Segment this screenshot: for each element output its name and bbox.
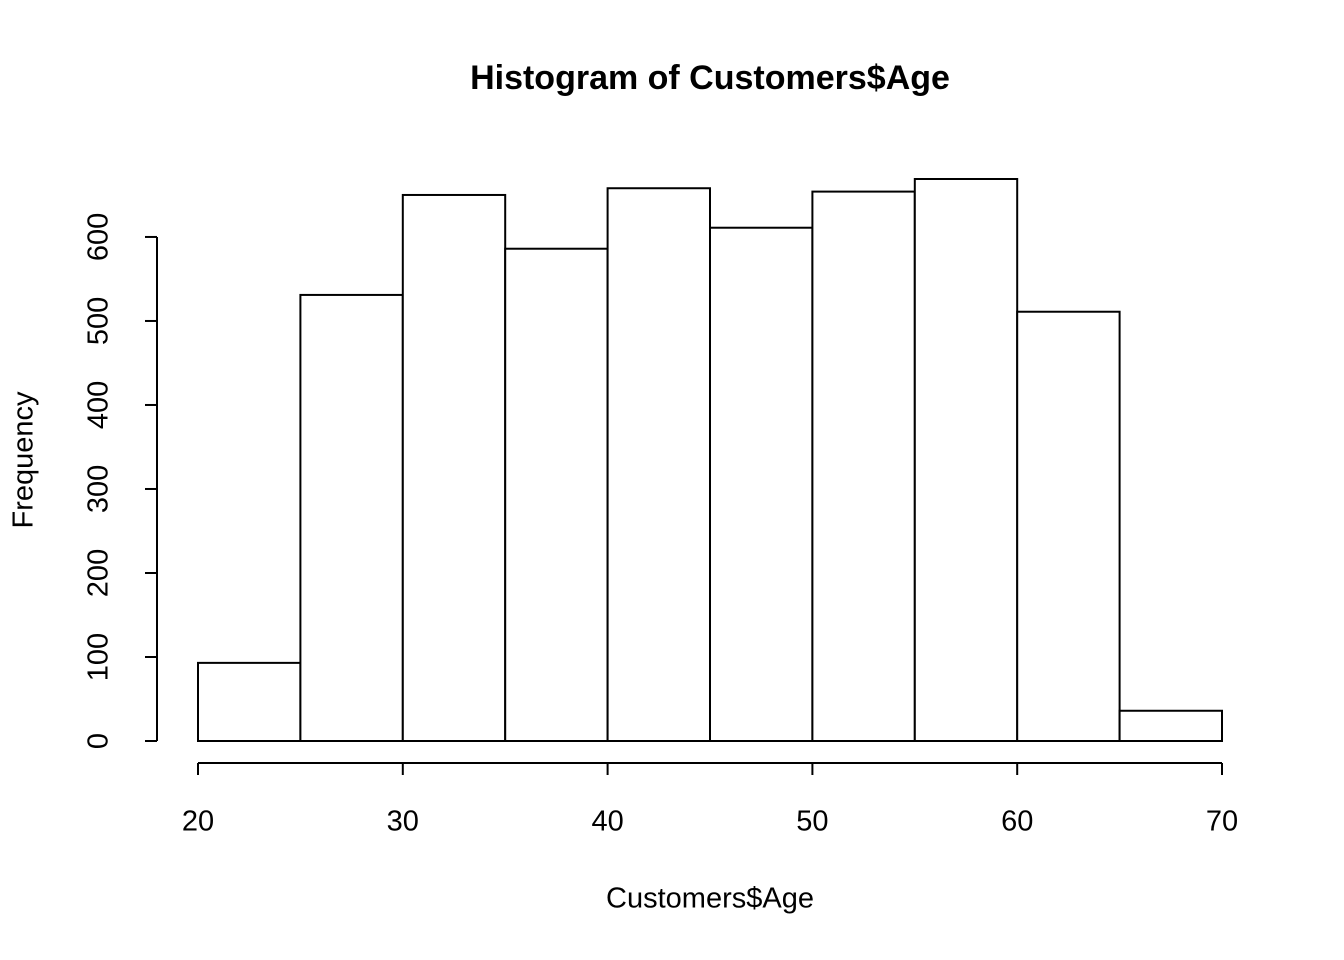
y-tick-label: 600	[83, 213, 115, 261]
bar	[811, 190, 916, 742]
x-tick-label: 40	[591, 806, 623, 838]
bar	[504, 247, 609, 742]
x-tick-label: 20	[182, 806, 214, 838]
x-tick-label: 30	[387, 806, 419, 838]
bar	[606, 187, 711, 742]
y-tick-label: 100	[83, 633, 115, 681]
y-tick-label: 200	[83, 549, 115, 597]
y-tick-label: 400	[83, 381, 115, 429]
bar	[299, 293, 404, 742]
y-tick-label: 0	[83, 733, 115, 749]
x-tick-label: 70	[1206, 806, 1238, 838]
y-axis-label: Frequency	[8, 391, 40, 529]
x-axis-label: Customers$Age	[606, 883, 814, 915]
bar	[1016, 310, 1121, 742]
x-tick-label: 50	[796, 806, 828, 838]
chart-title: Histogram of Customers$Age	[470, 59, 950, 97]
y-tick-label: 300	[83, 465, 115, 513]
x-tick-label: 60	[1001, 806, 1033, 838]
bar	[401, 193, 507, 743]
bar	[709, 226, 814, 743]
bar	[197, 661, 302, 743]
y-tick-label: 500	[83, 297, 115, 345]
bar	[913, 178, 1019, 742]
bar	[1118, 709, 1223, 743]
